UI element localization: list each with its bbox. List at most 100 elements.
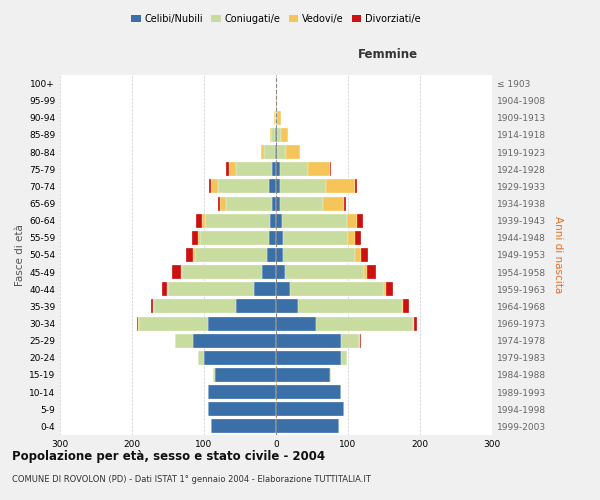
Text: Femmine: Femmine — [358, 48, 418, 60]
Bar — [161, 282, 167, 296]
Bar — [254, 282, 276, 296]
Bar — [175, 334, 193, 347]
Bar — [344, 196, 346, 210]
Legend: Celibi/Nubili, Coniugati/e, Vedovi/e, Divorziati/e: Celibi/Nubili, Coniugati/e, Vedovi/e, Di… — [127, 10, 425, 28]
Bar — [181, 265, 182, 279]
Bar — [341, 351, 347, 365]
Bar — [282, 214, 347, 228]
Bar — [137, 316, 139, 330]
Bar — [355, 231, 361, 245]
Bar — [277, 128, 281, 142]
Bar — [358, 214, 363, 228]
Bar — [355, 248, 361, 262]
Bar — [272, 162, 276, 176]
Bar — [280, 196, 323, 210]
Bar — [208, 385, 276, 399]
Bar — [208, 402, 276, 416]
Bar — [276, 402, 344, 416]
Bar — [262, 265, 276, 279]
Bar — [196, 248, 268, 262]
Bar — [186, 248, 193, 262]
Bar — [276, 145, 277, 159]
Bar — [214, 368, 215, 382]
Bar — [403, 300, 409, 314]
Bar — [193, 248, 196, 262]
Bar — [283, 231, 348, 245]
Bar — [275, 111, 276, 125]
Bar — [272, 196, 276, 210]
Bar — [386, 282, 394, 296]
Bar — [211, 180, 218, 194]
Bar — [280, 180, 326, 194]
Bar — [281, 128, 288, 142]
Bar — [276, 128, 277, 142]
Bar — [413, 316, 417, 330]
Bar — [268, 248, 276, 262]
Bar — [276, 231, 283, 245]
Bar — [269, 231, 276, 245]
Bar — [277, 111, 281, 125]
Bar — [236, 300, 276, 314]
Bar — [193, 334, 276, 347]
Bar — [355, 180, 358, 194]
Bar — [276, 214, 282, 228]
Bar — [364, 265, 367, 279]
Bar — [202, 214, 205, 228]
Bar — [215, 368, 276, 382]
Bar — [139, 316, 208, 330]
Bar — [284, 265, 364, 279]
Bar — [271, 128, 275, 142]
Bar — [276, 385, 341, 399]
Bar — [276, 300, 298, 314]
Bar — [276, 162, 280, 176]
Bar — [261, 145, 265, 159]
Bar — [151, 300, 153, 314]
Bar — [236, 162, 272, 176]
Bar — [211, 420, 276, 434]
Bar — [323, 196, 344, 210]
Bar — [276, 94, 277, 108]
Bar — [269, 128, 271, 142]
Bar — [316, 316, 413, 330]
Bar — [192, 231, 197, 245]
Bar — [290, 282, 384, 296]
Bar — [283, 248, 355, 262]
Bar — [276, 111, 277, 125]
Bar — [276, 420, 340, 434]
Bar — [277, 145, 286, 159]
Bar — [167, 282, 168, 296]
Bar — [286, 145, 301, 159]
Bar — [348, 231, 355, 245]
Bar — [361, 248, 368, 262]
Bar — [276, 334, 341, 347]
Bar — [280, 162, 308, 176]
Bar — [205, 214, 270, 228]
Bar — [226, 162, 229, 176]
Bar — [308, 162, 330, 176]
Bar — [168, 282, 254, 296]
Bar — [270, 214, 276, 228]
Bar — [276, 368, 330, 382]
Bar — [275, 128, 276, 142]
Bar — [298, 300, 402, 314]
Bar — [276, 282, 290, 296]
Bar — [330, 368, 331, 382]
Bar — [276, 265, 284, 279]
Bar — [153, 300, 154, 314]
Y-axis label: Anni di nascita: Anni di nascita — [553, 216, 563, 294]
Bar — [229, 162, 236, 176]
Bar — [182, 265, 262, 279]
Bar — [341, 334, 359, 347]
Y-axis label: Fasce di età: Fasce di età — [15, 224, 25, 286]
Bar — [196, 214, 202, 228]
Bar — [269, 180, 276, 194]
Bar — [276, 180, 280, 194]
Bar — [330, 162, 331, 176]
Bar — [367, 265, 376, 279]
Text: COMUNE DI ROVOLON (PD) - Dati ISTAT 1° gennaio 2004 - Elaborazione TUTTITALIA.IT: COMUNE DI ROVOLON (PD) - Dati ISTAT 1° g… — [12, 475, 371, 484]
Bar — [220, 196, 226, 210]
Bar — [218, 196, 220, 210]
Bar — [347, 214, 358, 228]
Bar — [172, 265, 181, 279]
Bar — [218, 180, 269, 194]
